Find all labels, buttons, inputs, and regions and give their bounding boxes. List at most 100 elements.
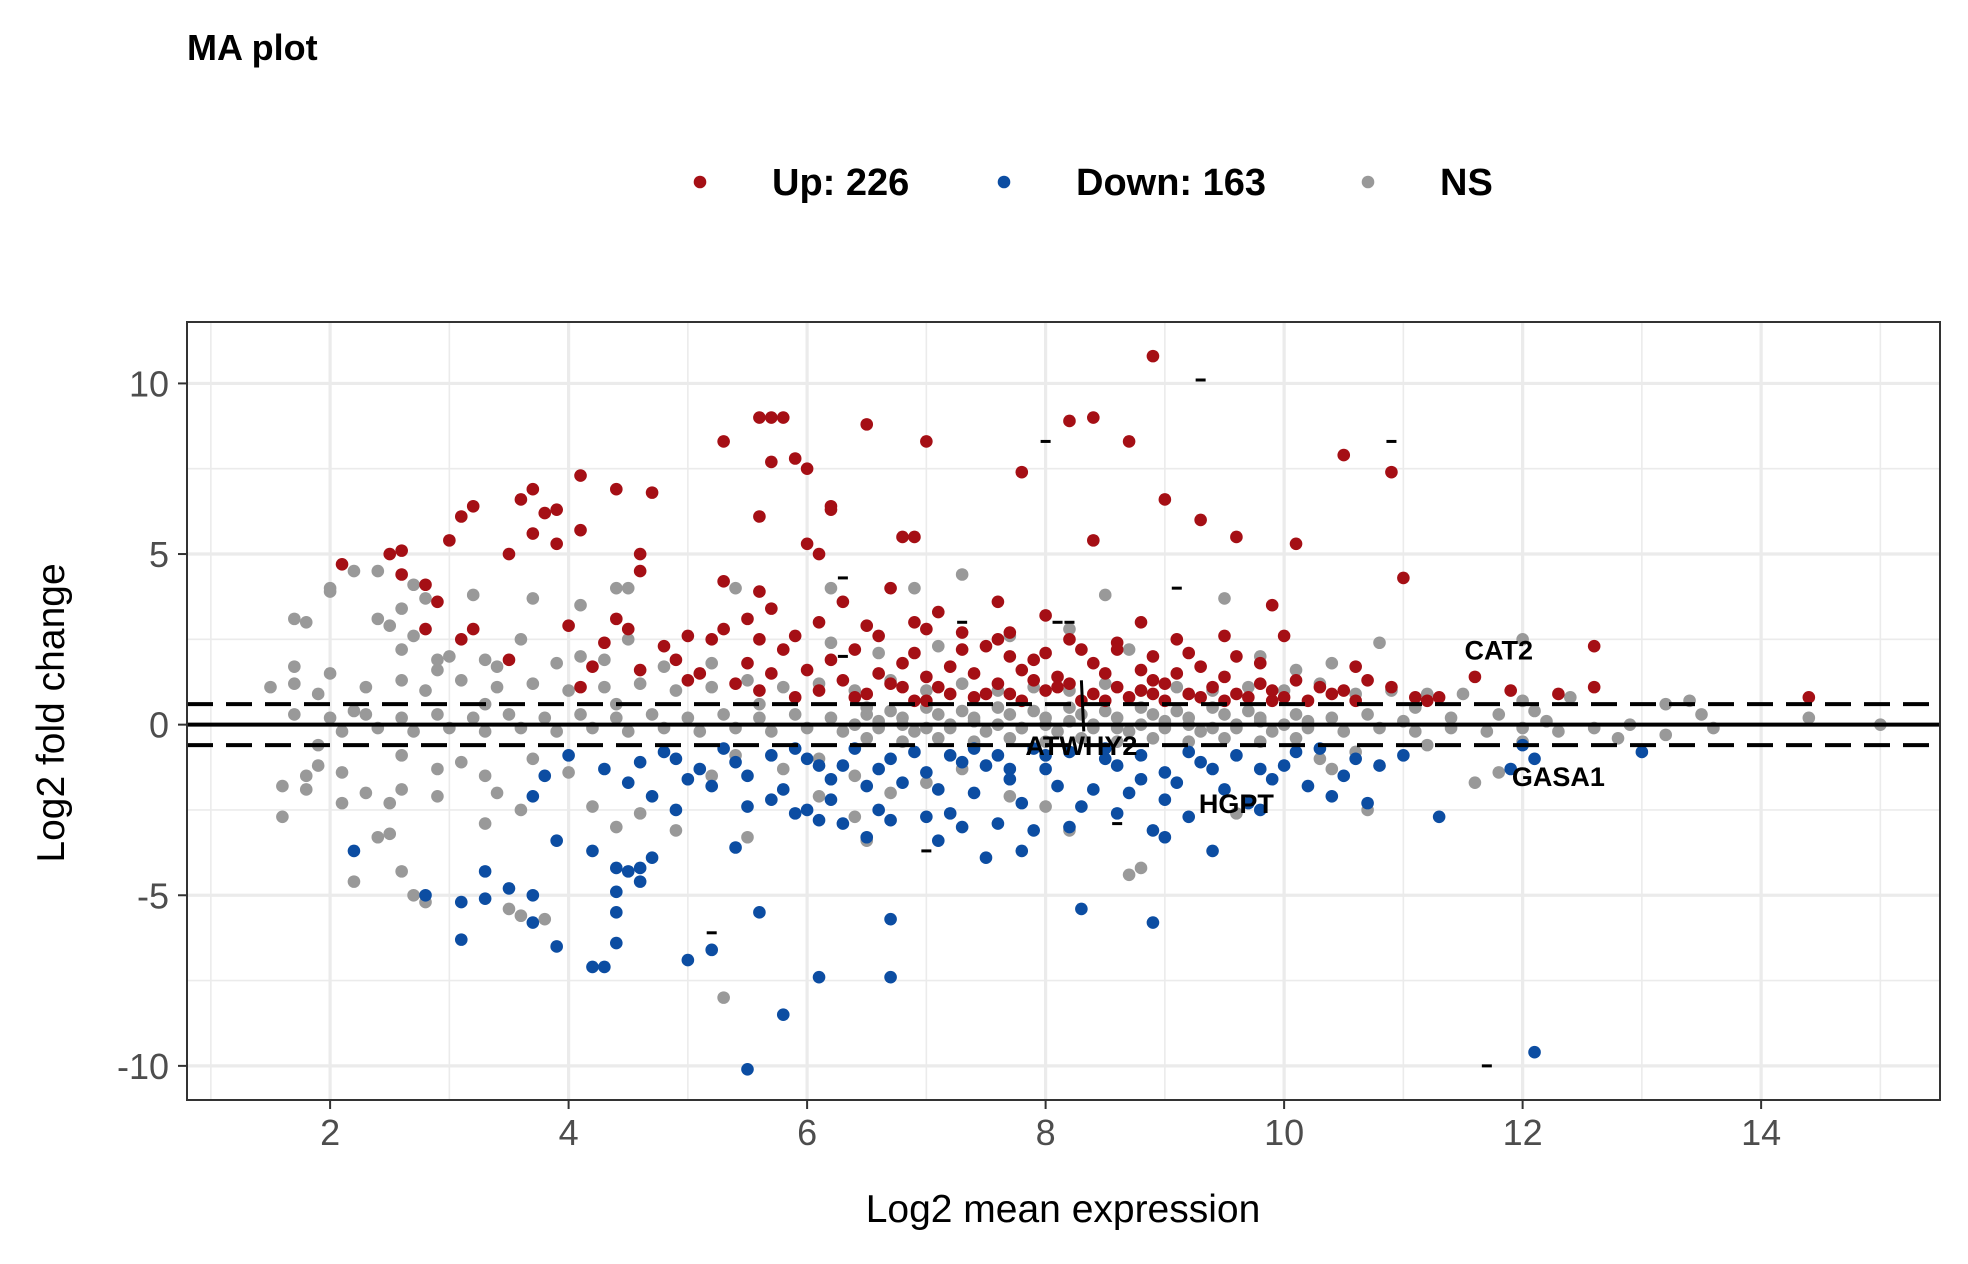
- legend-label: NS: [1440, 162, 1493, 204]
- y-axis: 10 5 0 -5 -10: [117, 363, 187, 1087]
- down-point: [526, 888, 540, 902]
- ns-point: [395, 602, 408, 615]
- ns-point: [395, 643, 408, 656]
- up-point: [1063, 633, 1076, 646]
- down-point: [1253, 762, 1267, 776]
- down-point: [1397, 749, 1410, 762]
- up-point: [1039, 646, 1052, 660]
- down-point: [729, 841, 742, 854]
- ns-point: [979, 725, 993, 738]
- ns-point: [931, 731, 945, 745]
- down-point: [526, 916, 540, 929]
- down-point: [1432, 810, 1446, 824]
- ns-point: [1492, 708, 1506, 721]
- ns-point: [443, 650, 456, 663]
- up-point: [514, 493, 528, 506]
- up-point: [1039, 609, 1052, 622]
- plot-panel: CAT2 ATWHY2 GASA1 HGPT: [186, 321, 1941, 1101]
- up-point: [979, 639, 993, 653]
- down-point: [1110, 807, 1124, 820]
- up-point: [1063, 414, 1076, 428]
- down-point: [776, 1008, 790, 1021]
- ns-point: [1659, 728, 1673, 742]
- ns-point: [955, 677, 969, 691]
- ns-point: [490, 680, 504, 694]
- down-point: [478, 892, 492, 905]
- up-point: [776, 411, 790, 424]
- y-axis-title: Log2 fold change: [30, 563, 73, 862]
- ns-point: [407, 629, 420, 643]
- up-point: [753, 411, 766, 424]
- up-point: [884, 677, 897, 691]
- ns-point: [1194, 725, 1207, 738]
- up-point: [836, 595, 850, 609]
- ns-point: [478, 769, 492, 783]
- up-point: [1265, 684, 1279, 697]
- ns-point: [395, 749, 408, 762]
- down-point: [1003, 762, 1017, 776]
- ns-point: [538, 711, 552, 725]
- ns-point: [621, 725, 635, 738]
- up-point: [896, 656, 909, 670]
- up-point: [717, 575, 730, 588]
- ns-point: [1492, 766, 1506, 779]
- down-point: [610, 906, 623, 919]
- ns-point: [490, 786, 504, 800]
- up-point: [1003, 650, 1017, 663]
- down-point: [860, 779, 874, 793]
- gene-label-hgpt: HGPT: [1199, 789, 1275, 819]
- ns-point: [323, 711, 337, 725]
- ns-point: [335, 796, 349, 810]
- up-point: [812, 615, 826, 629]
- ns-point: [1098, 677, 1112, 691]
- ns-point: [526, 752, 540, 766]
- up-point: [788, 691, 802, 704]
- up-point: [395, 568, 408, 581]
- down-point: [1349, 752, 1362, 766]
- down-point: [454, 895, 468, 909]
- x-tick-label: 6: [797, 1112, 817, 1153]
- ns-point: [466, 588, 480, 602]
- down-point: [621, 776, 635, 789]
- ns-point: [1564, 691, 1577, 704]
- down-point: [1158, 830, 1172, 844]
- ns-point: [347, 704, 361, 718]
- up-point: [657, 639, 671, 653]
- ns-point: [955, 568, 969, 581]
- ns-point: [335, 725, 349, 738]
- ns-point: [1289, 708, 1303, 721]
- ns-point: [621, 581, 635, 595]
- ns-point: [1361, 708, 1374, 721]
- up-point: [335, 557, 349, 571]
- up-point: [753, 684, 766, 697]
- up-point: [1003, 687, 1017, 701]
- down-point: [1051, 779, 1064, 793]
- down-point: [1158, 766, 1172, 779]
- up-point: [1289, 673, 1303, 687]
- ns-point: [1122, 725, 1136, 738]
- up-point: [860, 619, 874, 632]
- up-point: [908, 646, 921, 660]
- up-point: [765, 455, 778, 469]
- up-point: [586, 660, 599, 673]
- down-point: [1170, 776, 1184, 789]
- up-point: [776, 643, 790, 656]
- up-point: [1265, 694, 1279, 708]
- ns-point: [407, 578, 420, 592]
- x-axis: 2 4 6 8 10 12 14: [320, 1100, 1781, 1153]
- up-point: [1802, 691, 1816, 704]
- ns-point: [788, 708, 802, 721]
- ns-point: [1098, 704, 1112, 718]
- down-point: [1182, 810, 1196, 824]
- down-point: [1110, 759, 1124, 772]
- up-point: [800, 537, 814, 551]
- up-point: [550, 537, 563, 551]
- up-point: [1039, 684, 1052, 697]
- up-point: [765, 602, 778, 615]
- ns-point: [991, 701, 1005, 714]
- down-point: [1134, 772, 1148, 786]
- legend: Up: 226 Down: 163 NS: [693, 162, 1493, 204]
- gene-label-gasa1: GASA1: [1512, 762, 1605, 792]
- down-point: [741, 769, 754, 783]
